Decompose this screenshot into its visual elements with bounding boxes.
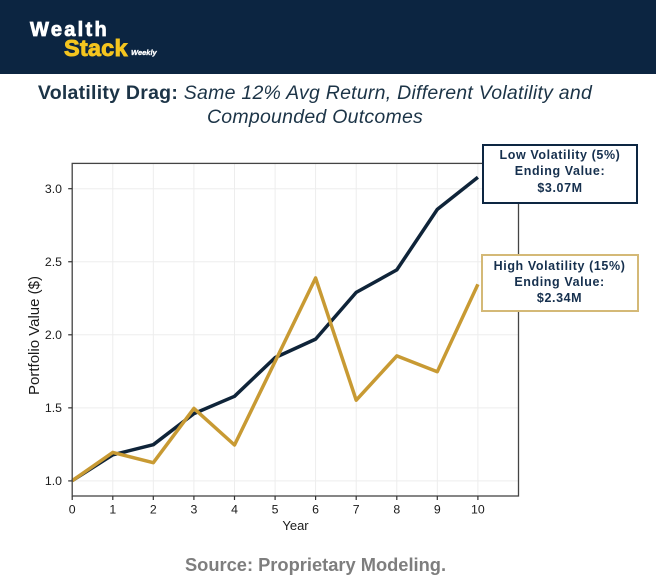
svg-text:3: 3 [190, 502, 197, 516]
svg-text:6: 6 [312, 502, 319, 516]
svg-text:7: 7 [353, 502, 360, 516]
svg-text:8: 8 [393, 502, 400, 516]
svg-text:1.0: 1.0 [45, 474, 62, 488]
svg-text:2.0: 2.0 [45, 328, 62, 342]
svg-text:2: 2 [150, 502, 157, 516]
svg-text:1.5: 1.5 [45, 401, 62, 415]
svg-text:10: 10 [471, 502, 485, 516]
svg-text:3.0: 3.0 [45, 182, 62, 196]
svg-text:9: 9 [434, 502, 441, 516]
svg-text:Year: Year [282, 518, 309, 533]
svg-text:2.5: 2.5 [45, 255, 62, 269]
svg-text:5: 5 [272, 502, 279, 516]
svg-text:0: 0 [69, 502, 76, 516]
svg-text:4: 4 [231, 502, 238, 516]
svg-text:Portfolio Value ($): Portfolio Value ($) [26, 276, 43, 395]
svg-text:1: 1 [109, 502, 116, 516]
